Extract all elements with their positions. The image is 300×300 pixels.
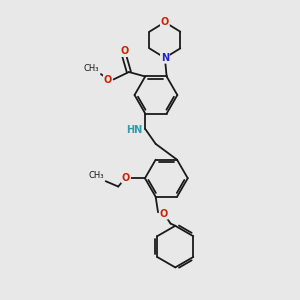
Text: CH₃: CH₃ xyxy=(84,64,100,73)
Text: CH₃: CH₃ xyxy=(89,171,104,180)
Text: O: O xyxy=(161,17,169,27)
Text: N: N xyxy=(161,53,169,63)
Text: O: O xyxy=(122,172,130,183)
Text: O: O xyxy=(160,209,168,219)
Text: HN: HN xyxy=(126,125,142,136)
Text: O: O xyxy=(120,46,129,56)
Text: O: O xyxy=(104,75,112,85)
